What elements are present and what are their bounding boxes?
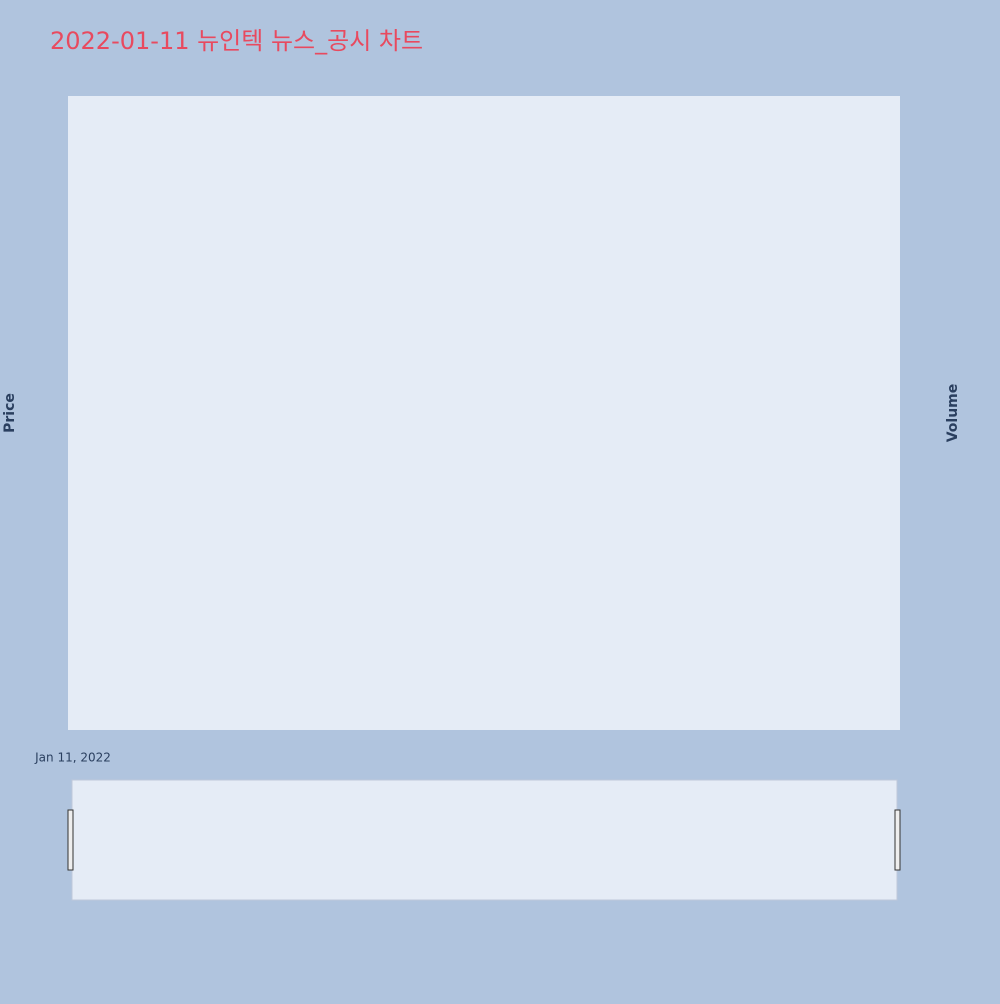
range-slider[interactable] xyxy=(71,779,898,901)
plot-area xyxy=(68,96,900,730)
chart-title: 2022-01-11 뉴인텍 뉴스_공시 차트 xyxy=(50,27,423,55)
x-date-label: Jan 11, 2022 xyxy=(34,751,111,765)
range-handle-right[interactable] xyxy=(894,809,901,871)
range-handle-left[interactable] xyxy=(67,809,74,871)
y2-axis-title: Volume xyxy=(945,384,961,443)
y-axis-title: Price xyxy=(2,393,18,433)
